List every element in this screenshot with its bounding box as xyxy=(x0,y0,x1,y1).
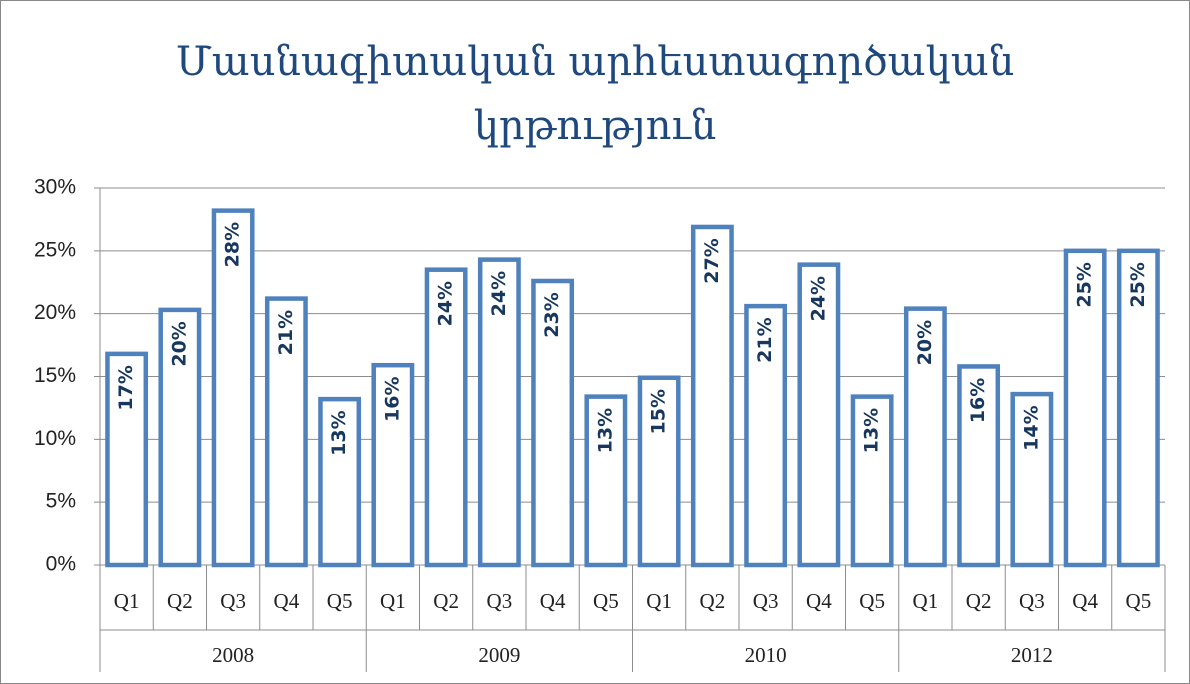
value-label: 13% xyxy=(594,408,616,453)
x-tick-label: Q4 xyxy=(806,589,832,613)
value-label: 27% xyxy=(701,238,723,283)
x-tick-label: Q2 xyxy=(966,589,992,613)
value-label: 25% xyxy=(1127,262,1149,307)
x-tick-label: Q3 xyxy=(1019,589,1045,613)
bar xyxy=(424,267,468,568)
y-tick-label: 30% xyxy=(34,176,76,199)
x-tick-label: Q1 xyxy=(913,589,939,613)
bar xyxy=(158,307,202,568)
value-label: 13% xyxy=(861,408,883,453)
bar xyxy=(477,257,521,568)
x-tick-label: Q4 xyxy=(274,589,300,613)
x-tick-label: Q5 xyxy=(1126,589,1152,613)
x-tick-label: Q5 xyxy=(593,589,619,613)
value-label: 25% xyxy=(1074,262,1096,307)
x-tick-label: Q2 xyxy=(433,589,459,613)
y-tick-label: 0% xyxy=(46,553,76,576)
value-label: 20% xyxy=(168,321,190,366)
bar xyxy=(1063,248,1107,568)
bar xyxy=(957,364,1001,568)
value-label: 24% xyxy=(807,276,829,321)
bar xyxy=(318,396,362,568)
x-tick-label: Q4 xyxy=(1072,589,1098,613)
bar xyxy=(850,394,894,568)
y-tick-label: 15% xyxy=(34,364,76,387)
group-label: 2008 xyxy=(212,643,254,667)
x-tick-label: Q1 xyxy=(646,589,672,613)
bar xyxy=(1010,391,1054,568)
x-tick-label: Q3 xyxy=(753,589,779,613)
value-label: 15% xyxy=(648,389,670,434)
group-label: 2010 xyxy=(745,643,787,667)
bar xyxy=(264,296,308,568)
value-label: 16% xyxy=(381,376,403,421)
value-label: 24% xyxy=(435,281,457,326)
value-label: 28% xyxy=(222,222,244,267)
value-label: 21% xyxy=(275,310,297,355)
bar xyxy=(744,303,788,568)
x-tick-label: Q1 xyxy=(380,589,406,613)
y-tick-label: 25% xyxy=(34,238,76,261)
y-tick-label: 5% xyxy=(46,490,76,513)
bar xyxy=(105,351,149,568)
bar xyxy=(1116,248,1160,568)
x-tick-label: Q5 xyxy=(327,589,353,613)
y-tick-label: 10% xyxy=(34,427,76,450)
x-tick-label: Q2 xyxy=(700,589,726,613)
x-tick-label: Q1 xyxy=(114,589,140,613)
bar xyxy=(531,278,575,568)
chart-title: Մասնագիտական արհեստագործական կրթություն xyxy=(175,39,1015,149)
value-label: 14% xyxy=(1020,405,1042,450)
value-label: 21% xyxy=(754,317,776,362)
x-tick-label: Q5 xyxy=(859,589,885,613)
bar xyxy=(211,208,255,568)
bar xyxy=(903,306,947,568)
x-tick-label: Q3 xyxy=(220,589,246,613)
bar xyxy=(637,375,681,568)
value-label: 24% xyxy=(488,271,510,316)
y-tick-label: 20% xyxy=(34,301,76,324)
value-label: 17% xyxy=(115,365,137,410)
bar xyxy=(584,394,628,568)
bar xyxy=(371,362,415,568)
value-label: 16% xyxy=(967,378,989,423)
x-tick-label: Q3 xyxy=(487,589,513,613)
bar xyxy=(690,224,734,568)
value-label: 20% xyxy=(914,320,936,365)
value-label: 23% xyxy=(541,292,563,337)
x-tick-label: Q2 xyxy=(167,589,193,613)
group-label: 2012 xyxy=(1011,643,1053,667)
bar xyxy=(797,262,841,568)
group-label: 2009 xyxy=(478,643,520,667)
value-label: 13% xyxy=(328,410,350,455)
x-tick-label: Q4 xyxy=(540,589,566,613)
